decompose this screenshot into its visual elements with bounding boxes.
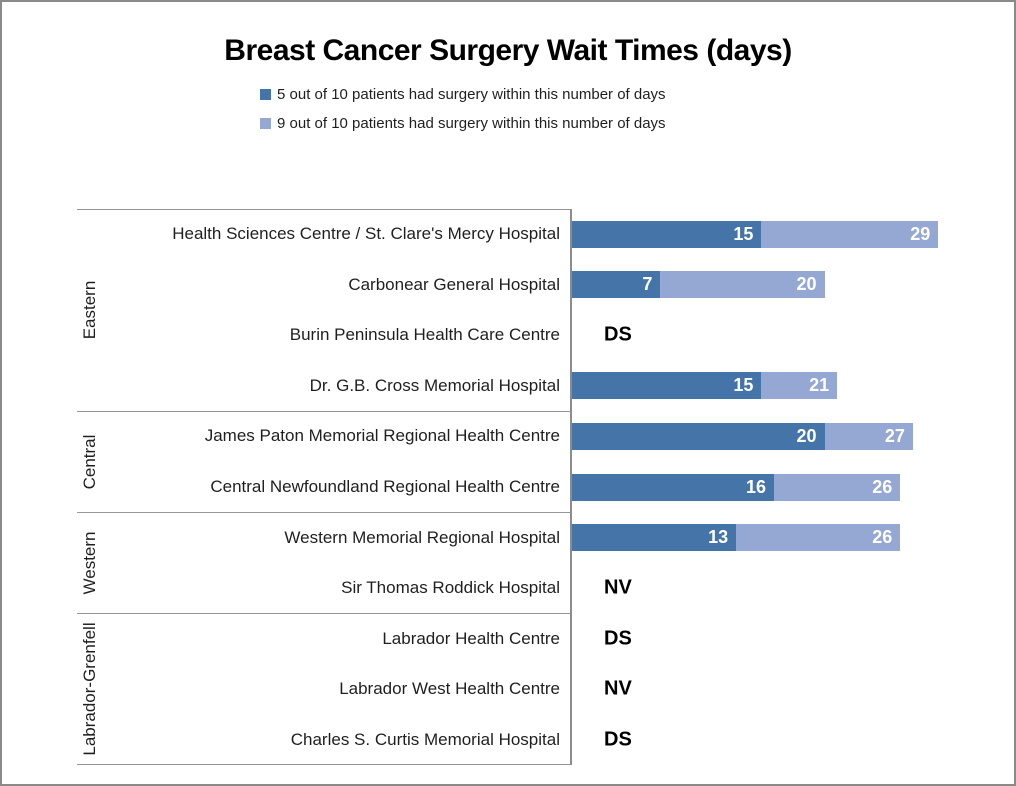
bar-segment-p50: 7 xyxy=(572,271,661,299)
legend-label-p50: 5 out of 10 patients had surgery within … xyxy=(277,85,666,103)
bar-row: 15 29 xyxy=(572,220,939,248)
bar-row: 15 21 xyxy=(572,372,838,400)
bar-segment-p90: 26 xyxy=(736,524,901,552)
chart-legend: 5 out of 10 patients had surgery within … xyxy=(260,84,666,142)
legend-item-p90: 9 out of 10 patients had surgery within … xyxy=(260,113,666,133)
hospital-label: James Paton Memorial Regional Health Cen… xyxy=(204,426,560,446)
chart-title: Breast Cancer Surgery Wait Times (days) xyxy=(224,34,792,67)
region-separator-line xyxy=(77,411,570,412)
bar-segment-p50: 15 xyxy=(572,372,762,400)
hospital-label: Western Memorial Regional Hospital xyxy=(284,527,560,547)
hospital-label: Labrador West Health Centre xyxy=(339,679,560,699)
legend-item-p50: 5 out of 10 patients had surgery within … xyxy=(260,84,666,104)
legend-swatch-p50-icon xyxy=(260,88,271,100)
bar-segment-p50: 15 xyxy=(572,220,762,248)
region-label-central: Central xyxy=(80,434,99,490)
bar-segment-p90: 26 xyxy=(774,473,901,501)
bar-row: 7 20 xyxy=(572,271,825,299)
hospital-label: Dr. G.B. Cross Memorial Hospital xyxy=(309,375,560,395)
hospital-label: Central Newfoundland Regional Health Cen… xyxy=(210,477,560,496)
region-separator-line xyxy=(77,512,570,513)
data-note-label: DS xyxy=(604,728,632,751)
bar-segment-p50: 16 xyxy=(572,473,775,501)
bar-row: 13 26 xyxy=(572,524,901,552)
data-note-label: NV xyxy=(604,677,632,700)
bar-segment-p90: 29 xyxy=(761,220,939,248)
hospital-label: Carbonear General Hospital xyxy=(348,274,560,294)
data-note-label: DS xyxy=(604,627,632,650)
category-panel-bottom-line xyxy=(77,764,570,765)
data-note-label: NV xyxy=(604,576,632,599)
bar-row: 16 26 xyxy=(572,473,901,501)
hospital-label: Burin Peninsula Health Care Centre xyxy=(289,325,560,345)
bar-segment-p50: 13 xyxy=(572,524,737,552)
bar-row: 20 27 xyxy=(572,422,913,450)
hospital-label: Charles S. Curtis Memorial Hospital xyxy=(290,729,560,749)
bar-segment-p90: 27 xyxy=(824,422,913,450)
category-panel-top-line xyxy=(77,209,570,210)
category-axis-line xyxy=(570,209,572,765)
hospital-label: Health Sciences Centre / St. Clare's Mer… xyxy=(172,224,560,244)
legend-label-p90: 9 out of 10 patients had surgery within … xyxy=(277,114,666,132)
data-note-label: DS xyxy=(604,323,632,346)
region-label-western: Western xyxy=(80,531,99,595)
bar-segment-p90: 20 xyxy=(660,271,825,299)
bar-segment-p90: 21 xyxy=(761,372,838,400)
region-label-labrador-grenfell: Labrador-Grenfell xyxy=(80,622,99,756)
region-label-eastern: Eastern xyxy=(80,280,99,340)
hospital-label: Labrador Health Centre xyxy=(382,628,560,648)
hospital-label: Sir Thomas Roddick Hospital xyxy=(341,578,560,598)
region-separator-line xyxy=(77,613,570,614)
bar-segment-p50: 20 xyxy=(572,422,825,450)
legend-swatch-p90-icon xyxy=(260,117,271,129)
